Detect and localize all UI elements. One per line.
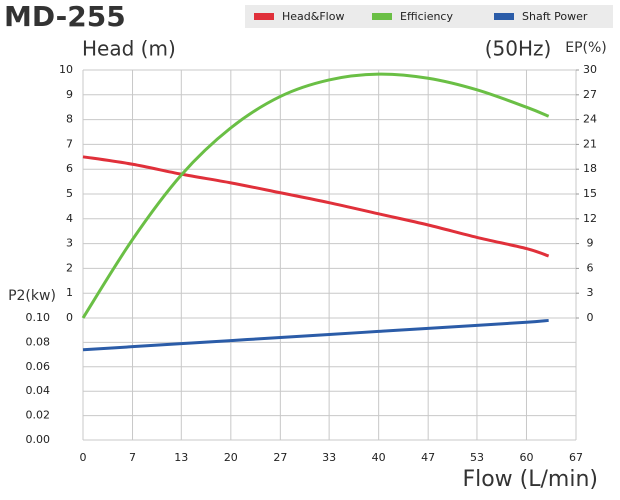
- x-tick-label: 53: [470, 451, 484, 464]
- y-tick-label: 1: [66, 286, 73, 299]
- y2-tick-label: 24: [583, 113, 597, 126]
- x-tick-label: 27: [273, 451, 287, 464]
- legend-label: Head&Flow: [282, 10, 344, 23]
- y-tick-label: 7: [66, 137, 73, 150]
- y2-tick-label: 6: [587, 261, 594, 274]
- y-tick-label: 10: [59, 63, 73, 76]
- y2-tick-label: 30: [583, 63, 597, 76]
- y2-tick-label: 3: [587, 286, 594, 299]
- x-tick-label: 40: [372, 451, 386, 464]
- legend-label: Shaft Power: [522, 10, 588, 23]
- annotation: (50Hz): [485, 37, 552, 61]
- x-tick-label: 0: [80, 451, 87, 464]
- series-line: [82, 318, 549, 352]
- y2-tick-label: 27: [583, 88, 597, 101]
- legend-box: [245, 5, 613, 28]
- y2-axis-label: EP(%): [565, 40, 607, 56]
- y-tick-label: 2: [66, 261, 73, 274]
- p2-tick-label: 0.00: [26, 433, 51, 446]
- p2-tick-label: 0.08: [26, 335, 51, 348]
- y-tick-label: 4: [66, 212, 73, 225]
- x-tick-label: 47: [421, 451, 435, 464]
- y-tick-label: 3: [66, 237, 73, 250]
- chart-title: MD-255: [4, 0, 126, 33]
- y-tick-label: 5: [66, 187, 73, 200]
- y-tick-label: 8: [66, 113, 73, 126]
- y2-tick-label: 15: [583, 187, 597, 200]
- legend-swatch: [494, 13, 514, 20]
- y2-tick-label: 12: [583, 212, 597, 225]
- p2-axis-label: P2(kw): [8, 288, 56, 304]
- x-tick-label: 33: [322, 451, 336, 464]
- legend-swatch: [372, 13, 392, 20]
- legend-swatch: [254, 13, 274, 20]
- series-line: [82, 155, 550, 258]
- p2-tick-label: 0.10: [26, 311, 51, 324]
- y2-tick-label: 18: [583, 162, 597, 175]
- p2-tick-label: 0.02: [26, 409, 51, 422]
- legend-label: Efficiency: [400, 10, 453, 23]
- y-tick-label: 9: [66, 88, 73, 101]
- x-tick-label: 67: [569, 451, 583, 464]
- y2-tick-label: 21: [583, 137, 597, 150]
- x-tick-label: 20: [224, 451, 238, 464]
- p2-tick-label: 0.06: [26, 360, 51, 373]
- x-tick-label: 7: [129, 451, 136, 464]
- y-tick-label: 6: [66, 162, 73, 175]
- y-tick-label: 0: [66, 311, 73, 324]
- y-axis-label: Head (m): [82, 37, 176, 61]
- y2-tick-label: 9: [587, 237, 594, 250]
- x-tick-label: 13: [174, 451, 188, 464]
- series-line: [81, 72, 550, 319]
- x-axis-label: Flow (L/min): [462, 467, 598, 492]
- p2-tick-label: 0.04: [26, 384, 51, 397]
- x-tick-label: 60: [519, 451, 533, 464]
- y2-tick-label: 0: [587, 311, 594, 324]
